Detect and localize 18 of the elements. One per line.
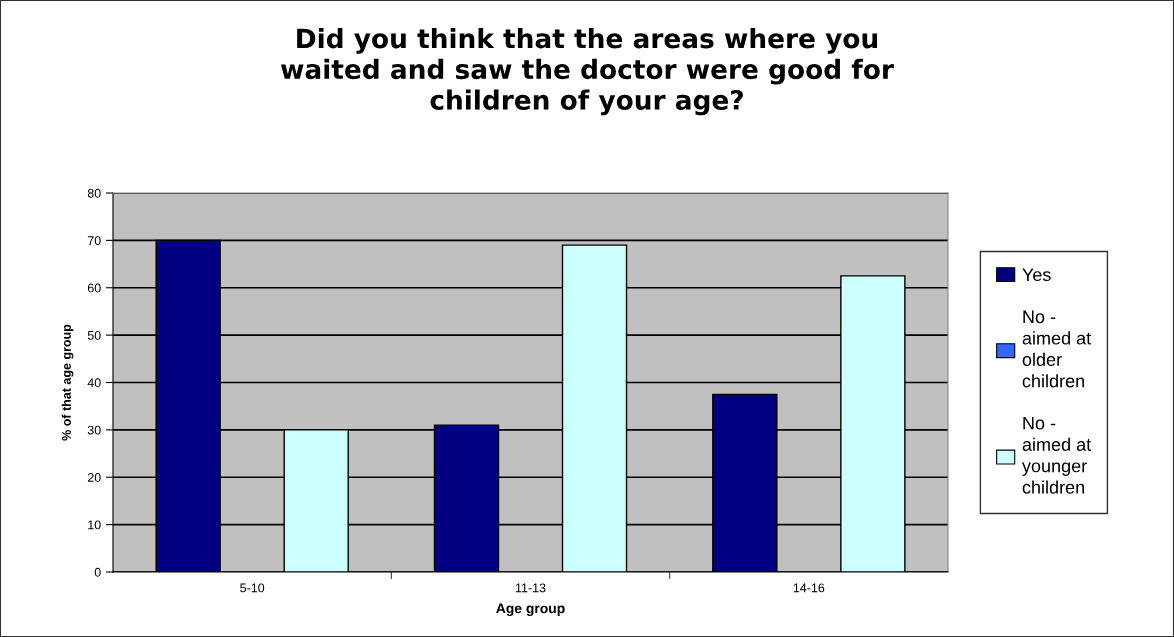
x-tick-label: 14-16 <box>793 583 825 593</box>
legend-label: No - aimed at older children <box>1022 310 1092 388</box>
y-tick-label: 10 <box>88 520 101 530</box>
y-tick-label: 70 <box>87 236 101 246</box>
y-tick-label: 0 <box>94 567 101 577</box>
x-tick-label: 11-13 <box>515 583 546 593</box>
y-tick-label: 20 <box>87 473 101 482</box>
x-tick-label: 5-10 <box>240 583 265 593</box>
y-tick-label: 80 <box>87 188 101 198</box>
y-axis-title: % of that age group <box>61 324 74 441</box>
x-axis-title: Age group <box>496 603 565 617</box>
y-tick-label: 50 <box>87 330 101 340</box>
legend-label: Yes <box>1022 268 1051 282</box>
chart-title: Did you think that the areas where you waited and saw the doctor were good for children of your age? <box>280 28 894 116</box>
y-tick-label: 60 <box>87 283 101 293</box>
legend-label: No - aimed at younger children <box>1021 416 1092 494</box>
y-tick-label: 30 <box>87 425 101 435</box>
y-tick-label: 40 <box>87 378 101 388</box>
